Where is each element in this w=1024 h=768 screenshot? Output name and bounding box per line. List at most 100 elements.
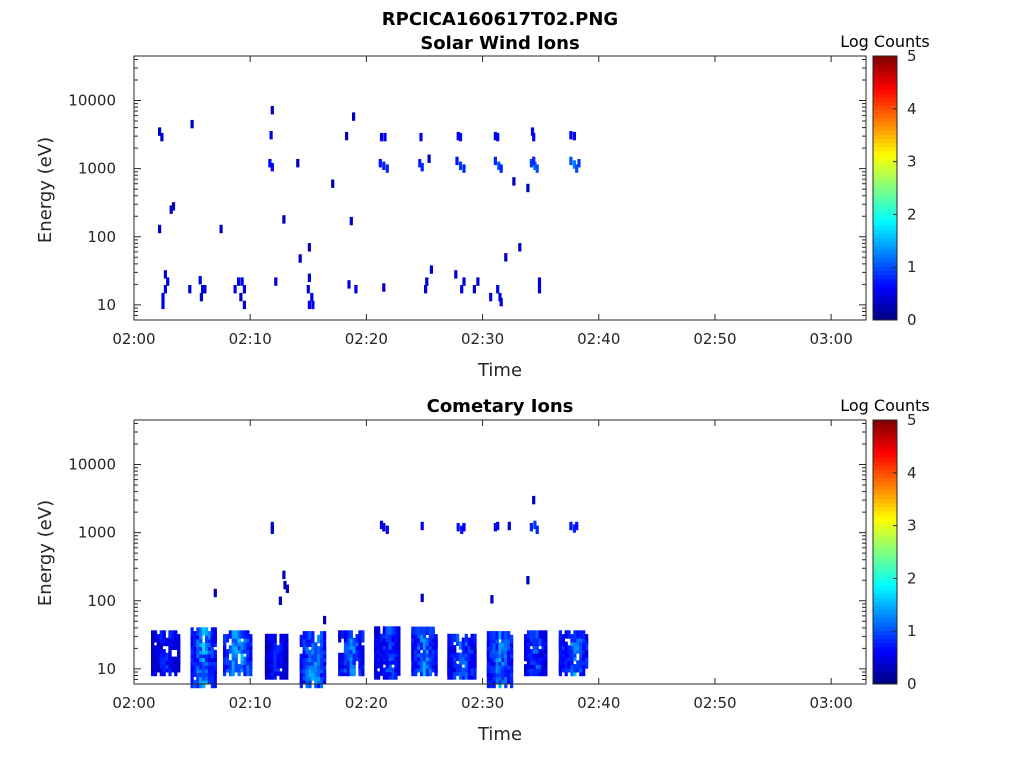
colorbar-segment [873,64,897,69]
heatmap-cell [231,630,235,639]
colorbar-segment [873,609,897,615]
heatmap-cell [570,634,574,643]
heatmap-cell [246,664,250,673]
heatmap-cell [202,664,206,674]
heatmap-cell [529,649,533,658]
colorbar-segment [873,469,897,475]
plot-frame [133,55,867,321]
heatmap-cell [314,668,318,677]
heatmap-cell [420,521,424,531]
heatmap-cell [174,630,178,639]
heatmap-cell [535,630,539,639]
heatmap-cell [461,656,465,665]
heatmap-cell [377,671,381,680]
heatmap-cell [489,631,493,640]
heatmap-cell [240,652,244,662]
heatmap-cell [532,630,536,639]
heatmap-cell [428,626,432,635]
heatmap-cell [498,664,502,674]
colorbar-segment [873,307,897,313]
heatmap-cell [535,652,539,662]
heatmap-cell [225,634,230,643]
colorbar-segment [873,420,897,425]
heatmap-cell [323,631,327,640]
heatmap-cell [168,630,172,639]
colorbar-segment [873,299,897,304]
heatmap-cell [377,626,381,635]
colorbar-segment [873,564,897,569]
y-tick-label: 10 [97,660,116,678]
heatmap-cell [307,243,311,252]
heatmap-cell [317,653,321,662]
heatmap-cell [558,630,562,639]
colorbar-segment [873,155,897,160]
heatmap-cell [352,656,356,665]
heatmap-cell [305,631,309,640]
x-tick-label: 02:00 [112,694,155,712]
colorbar-segment [873,311,897,317]
colorbar-segment [873,486,897,491]
y-tick-label: 100 [87,592,116,610]
heatmap-cell [267,641,271,650]
heatmap-cell [537,285,542,294]
heatmap-cell [242,285,246,294]
heatmap-cell [382,161,386,170]
colorbar-tick-label: 5 [907,47,917,65]
colorbar-segment [873,494,897,499]
axes-solar-wind: 02:00 02:10 02:20 02:30 02:40 02:50 03:00 10 100… [68,55,867,348]
plot-frame [133,419,867,685]
heatmap-cell [308,638,312,647]
colorbar-segment [873,262,897,267]
heatmap-cell [493,523,497,532]
heatmap-cell [273,633,277,643]
colorbar-segment [873,282,897,288]
colorbar-segment [873,477,897,483]
colorbar-segment [873,502,897,508]
colorbar-segment [873,278,897,284]
heatmap-cell [458,641,463,650]
heatmap-cell [352,667,356,677]
heatmap-cell [489,649,493,659]
colorbar-segment [873,519,897,524]
heatmap-cell [196,638,200,647]
heatmap-cell [307,273,311,282]
heatmap-cell [576,630,580,639]
heatmap-cell [470,633,474,643]
heatmap-cell [242,300,246,310]
heatmap-cell [493,131,497,141]
heatmap-cell [447,648,451,658]
heatmap-cell [425,637,429,647]
heatmap-cell [302,638,306,647]
heatmap-cell [541,630,545,639]
colorbar-segment [873,593,897,598]
colorbar-tick-label: 4 [907,100,917,118]
heatmap-cell [347,280,351,289]
heatmap-cell [569,521,573,531]
heatmap-cell [249,634,253,643]
heatmap-cell [346,660,350,669]
heatmap-cell [279,656,283,665]
colorbar-segment [873,183,897,189]
heatmap-cell [414,626,418,635]
y-tick-label: 1000 [78,160,116,178]
colorbar-segment [873,597,897,602]
heatmap-cell [219,224,223,234]
y-axis-label-cometary: Energy (eV) [35,500,56,606]
heatmap-cell [165,637,169,647]
colorbar-segment [873,576,897,582]
colorbar-segment [873,585,897,590]
colorbar-segment [873,457,897,462]
heatmap-cell [572,160,576,169]
heatmap-cell [496,132,500,142]
heatmap-cell [240,641,244,650]
colorbar-segment [873,655,897,660]
heatmap-cell [379,520,384,530]
heatmap-cell [453,645,457,654]
panel-title-cometary: Cometary Ions [427,396,574,417]
heatmap-cell [535,637,539,647]
heatmap-cell [193,631,197,640]
heatmap-cell [202,627,206,636]
heatmap-cell [489,292,493,302]
colorbar-segment [873,142,897,148]
heatmap-cell [341,630,345,639]
